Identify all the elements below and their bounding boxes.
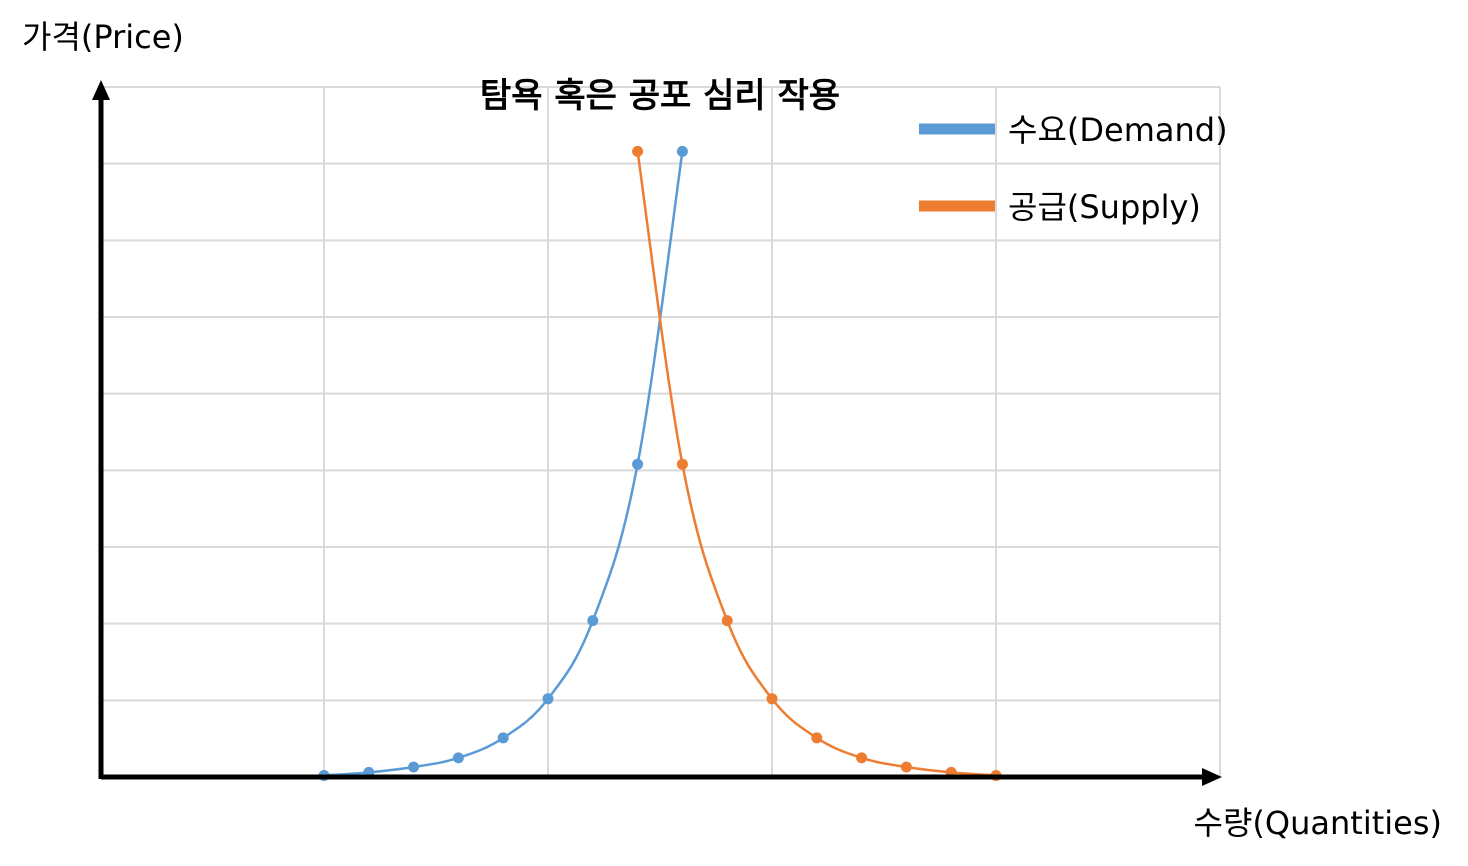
- x-axis-arrow-icon: [1202, 768, 1222, 786]
- demand-point: [497, 732, 509, 744]
- supply-point: [900, 761, 912, 773]
- legend: 수요(Demand) 공급(Supply): [919, 111, 1228, 226]
- demand-point: [676, 145, 688, 157]
- supply-point: [856, 752, 868, 764]
- demand-line: [323, 151, 684, 777]
- axes: [92, 80, 1222, 786]
- demand-point: [632, 458, 644, 470]
- supply-point: [632, 145, 644, 157]
- legend-label-demand: 수요(Demand): [1008, 111, 1228, 149]
- y-axis-label: 가격(Price): [22, 18, 184, 56]
- demand-point: [408, 761, 420, 773]
- series-layer: [318, 145, 1002, 781]
- supply-point: [811, 732, 823, 744]
- legend-label-supply: 공급(Supply): [1008, 188, 1201, 226]
- supply-point: [721, 615, 733, 627]
- demand-point: [542, 693, 554, 705]
- x-axis-label: 수량(Quantities): [1194, 804, 1442, 842]
- y-axis-arrow-icon: [92, 80, 110, 100]
- chart-title: 탐욕 혹은 공포 심리 작용: [480, 76, 840, 116]
- supply-point: [766, 693, 778, 705]
- supply-line: [636, 151, 997, 777]
- supply-point: [676, 458, 688, 470]
- demand-point: [452, 752, 464, 764]
- demand-point: [587, 615, 599, 627]
